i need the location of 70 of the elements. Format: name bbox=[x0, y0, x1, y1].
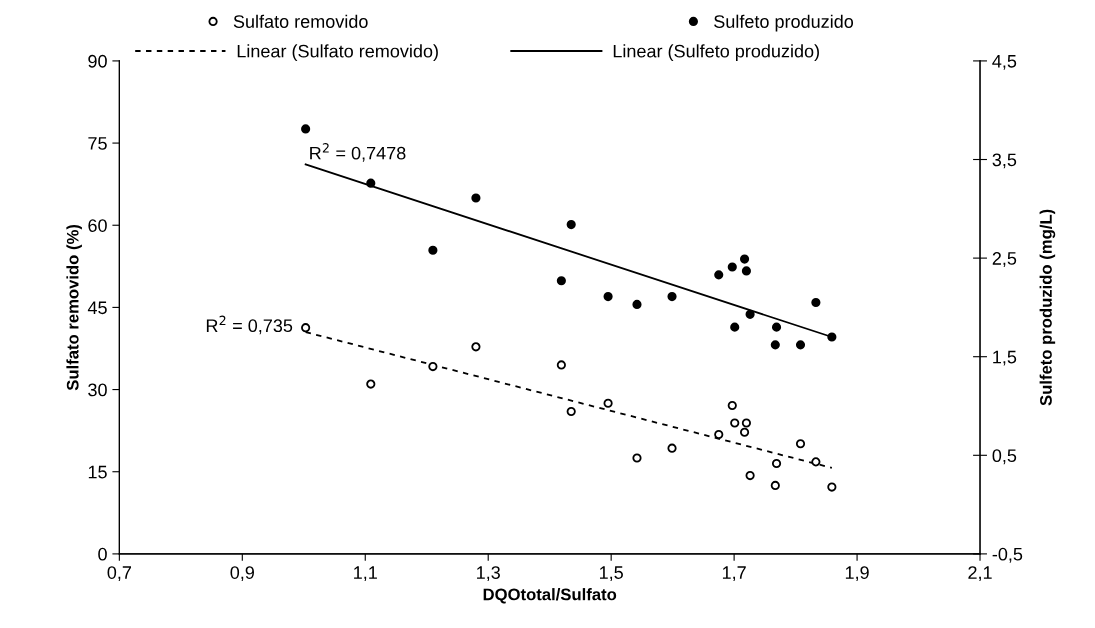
point bbox=[770, 480, 780, 491]
y-tick-label: 60 bbox=[88, 219, 107, 232]
y-tick-label: 15 bbox=[88, 465, 107, 479]
point bbox=[811, 457, 821, 467]
point bbox=[301, 323, 311, 333]
point bbox=[556, 276, 566, 286]
point bbox=[771, 322, 782, 332]
point bbox=[471, 342, 481, 352]
point bbox=[566, 220, 576, 230]
point bbox=[366, 178, 376, 188]
point bbox=[730, 418, 740, 428]
point bbox=[714, 270, 724, 280]
point bbox=[667, 443, 677, 453]
point bbox=[795, 439, 806, 449]
point bbox=[827, 482, 837, 492]
y2-tick-label: 0,5 bbox=[992, 449, 1017, 465]
point bbox=[556, 360, 566, 370]
legend-label: Sulfato removido bbox=[233, 14, 368, 28]
point bbox=[745, 470, 755, 481]
y-axis-title: Sulfato removido (%) bbox=[66, 224, 82, 391]
y2-tick-label: 3,5 bbox=[992, 153, 1017, 169]
y2-axis-title: Sulfeto produzido (mg/L) bbox=[1039, 209, 1056, 406]
y2-tick-label: 1,5 bbox=[993, 350, 1017, 366]
legend-label: Sulfeto produzido bbox=[714, 14, 854, 32]
point bbox=[603, 398, 613, 408]
point bbox=[471, 193, 481, 203]
annotation: R$^{2}$ = 0,735 bbox=[206, 315, 293, 335]
point bbox=[727, 400, 737, 411]
point bbox=[770, 340, 780, 350]
y2-tick-label: 4,5 bbox=[992, 55, 1017, 70]
x-tick-label: 1,1 bbox=[354, 566, 377, 582]
y-tick-label: 30 bbox=[88, 383, 107, 397]
point bbox=[739, 254, 750, 264]
point bbox=[811, 297, 821, 308]
point bbox=[366, 379, 376, 389]
x-tick-label: 0,7 bbox=[107, 566, 131, 582]
x-tick-label: 1,7 bbox=[722, 566, 746, 582]
y2-tick-label: -0,5 bbox=[992, 547, 1023, 563]
x-tick-label: 0,9 bbox=[230, 566, 254, 582]
y-tick-label: 90 bbox=[88, 54, 107, 68]
x-tick-label: 1,9 bbox=[845, 566, 869, 582]
point bbox=[632, 299, 642, 310]
point bbox=[771, 458, 782, 469]
x-tick-label: 2,1 bbox=[968, 566, 992, 582]
annotation: R$^{2}$ = 0,7478 bbox=[310, 143, 406, 162]
point bbox=[741, 418, 751, 428]
point bbox=[632, 453, 642, 463]
point bbox=[739, 427, 750, 437]
point bbox=[428, 245, 438, 255]
point bbox=[566, 406, 576, 417]
point bbox=[714, 429, 724, 440]
point bbox=[428, 361, 438, 372]
point bbox=[741, 266, 751, 276]
point bbox=[603, 291, 613, 302]
point bbox=[795, 340, 806, 350]
x-axis-title: DQOtotal/Sulfato bbox=[483, 588, 617, 604]
legend-label: Linear (Sulfeto produzido) bbox=[613, 44, 819, 62]
x-tick-label: 1,3 bbox=[477, 566, 500, 582]
point bbox=[730, 322, 740, 332]
point bbox=[667, 291, 677, 302]
point bbox=[827, 332, 837, 342]
y-tick-label: 45 bbox=[87, 301, 107, 315]
y-tick-label: 75 bbox=[88, 137, 107, 150]
point bbox=[301, 124, 311, 134]
point bbox=[727, 262, 737, 272]
point bbox=[745, 309, 755, 319]
y2-tick-label: 2,5 bbox=[992, 252, 1017, 267]
x-tick-label: 1,5 bbox=[599, 566, 623, 582]
legend-label: Linear (Sulfato removido) bbox=[237, 44, 438, 62]
y-tick-label: 0 bbox=[98, 547, 107, 561]
